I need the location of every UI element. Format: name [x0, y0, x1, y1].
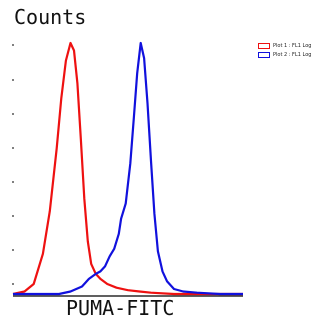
legend-swatch-plot-2	[258, 51, 270, 58]
x-axis-label: PUMA-FITC	[66, 296, 175, 320]
legend-swatch-plot-1	[258, 42, 270, 49]
y-axis-ticks	[12, 44, 14, 285]
series-layer	[12, 41, 243, 296]
series-line-plot-2	[13, 41, 243, 296]
legend: Plot 1 : FL1 Log Plot 2 : FL1 Log	[258, 41, 311, 59]
legend-label-plot-2: Plot 2 : FL1 Log	[273, 51, 312, 58]
y-axis-label: Counts	[14, 5, 87, 29]
legend-label-plot-1: Plot 1 : FL1 Log	[273, 42, 312, 49]
series-line-plot-1	[12, 41, 243, 296]
legend-item-plot-2: Plot 2 : FL1 Log	[258, 50, 311, 59]
legend-item-plot-1: Plot 1 : FL1 Log	[258, 41, 311, 50]
